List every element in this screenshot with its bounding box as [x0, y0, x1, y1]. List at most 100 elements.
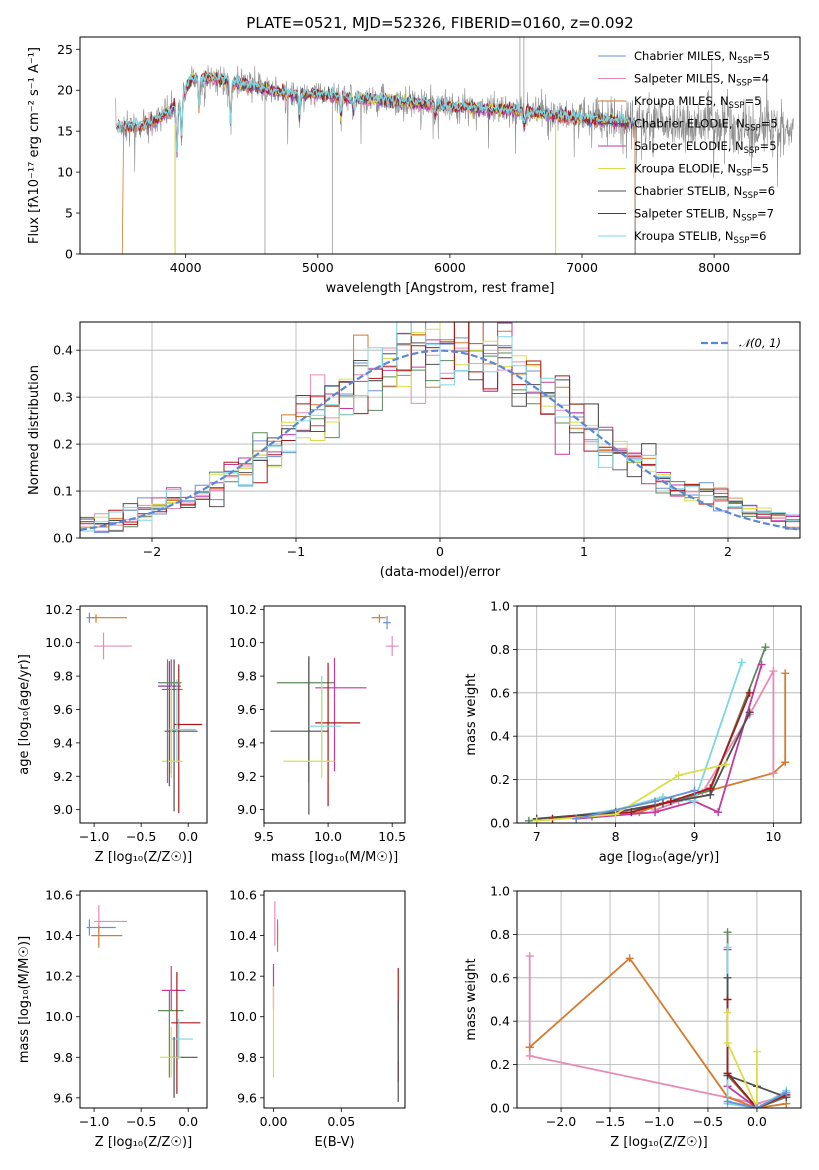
- legend-n: =5: [761, 117, 778, 131]
- series-line: [654, 670, 775, 811]
- series-marker: [651, 808, 660, 817]
- y-axis-label: mass weight: [464, 673, 479, 755]
- x-tick-label: 10.0: [314, 829, 342, 844]
- y-tick-label: 0.4: [53, 343, 73, 358]
- plot-area: [86, 612, 203, 813]
- legend-label: Kroupa STELIB, NSSP=6: [634, 229, 766, 246]
- series-marker: [723, 1038, 732, 1047]
- legend-sub: SSP: [736, 169, 752, 179]
- errorbar-point: [158, 659, 182, 783]
- y-axis-label: mass [log₁₀(M/M☉)]: [17, 936, 32, 1063]
- series-line: [536, 662, 743, 822]
- y-tick-label: 20: [57, 83, 73, 98]
- legend-sub: SSP: [736, 79, 752, 89]
- axes-frame: [516, 890, 802, 1109]
- legend-sub: SSP: [741, 214, 757, 224]
- y-tick-label: 10.2: [229, 969, 257, 984]
- legend-sub: SSP: [744, 146, 760, 156]
- series-salpeter-elodie: [723, 945, 761, 1108]
- panel-age_vs_mass: 9.5 10.0 10.5 9.0 9.2 9.4 9.6 9.8 10.0 10.2 mass […: [229, 602, 406, 865]
- y-tick-label: 9.8: [237, 1050, 257, 1065]
- y-axis-label: mass weight: [464, 958, 479, 1040]
- y-tick-label: 9.6: [237, 1090, 257, 1105]
- legend-n: =6: [749, 229, 766, 243]
- series-marker: [781, 758, 790, 767]
- x-tick-label: −1: [287, 544, 305, 559]
- x-tick-label: 2: [724, 544, 732, 559]
- y-tick-label: 15: [57, 124, 73, 139]
- y-tick-label: 1.0: [490, 599, 510, 614]
- series-marker: [745, 688, 754, 697]
- x-tick-label: 7: [533, 829, 541, 844]
- series-marker: [723, 1008, 732, 1017]
- axes-frame: [79, 890, 208, 1109]
- x-axis-label: mass [log₁₀(M/M☉)]: [271, 850, 398, 865]
- y-tick-label: 9.8: [53, 1050, 73, 1065]
- series-chabrier-miles: [723, 1088, 791, 1108]
- legend-sub: SSP: [737, 56, 753, 66]
- legend-n: =5: [752, 162, 769, 176]
- x-tick-label: 5000: [302, 260, 334, 275]
- errorbar-point: [94, 632, 132, 660]
- series-chabrier-miles: [572, 786, 699, 823]
- errorbar-point: [161, 686, 183, 778]
- series-line: [529, 956, 787, 1108]
- y-tick-label: 0.4: [490, 729, 510, 744]
- series-marker: [666, 797, 675, 806]
- errorbar-point: [315, 662, 361, 807]
- series-marker: [737, 658, 746, 667]
- y-tick-label: 9.6: [53, 1090, 73, 1105]
- x-tick-label: 1: [580, 544, 588, 559]
- series-marker: [611, 810, 620, 819]
- x-tick-label: 0.0: [747, 1114, 767, 1129]
- legend-n: =7: [757, 207, 774, 221]
- y-tick-label: 0.6: [490, 685, 510, 700]
- x-axis-label: E(B-V): [314, 1135, 354, 1150]
- legend-sub: SSP: [745, 124, 761, 134]
- legend-sub: SSP: [729, 101, 745, 111]
- series-marker: [674, 771, 683, 780]
- y-tick-label: 0.1: [53, 484, 73, 499]
- x-tick-label: 8: [612, 829, 620, 844]
- y-tick-label: 10.2: [45, 969, 73, 984]
- errorbar-point: [164, 659, 198, 812]
- y-tick-label: 9.4: [53, 735, 73, 750]
- y-axis-label: Normed distribution: [27, 365, 42, 495]
- series-line: [727, 1092, 787, 1108]
- legend-name: Kroupa STELIB, N: [634, 229, 734, 243]
- legend-name: Chabrier STELIB, N: [634, 184, 742, 198]
- errorbar-point: [171, 1018, 193, 1060]
- errorbar-point: [91, 614, 128, 623]
- errorbar-point: [171, 972, 201, 1094]
- y-tick-label: 9.2: [237, 769, 257, 784]
- errorbar-point: [174, 664, 203, 813]
- errorbar-point: [169, 679, 196, 763]
- y-tick-label: 10.0: [229, 1009, 257, 1024]
- series-salpeter-miles: [651, 667, 778, 814]
- x-tick-label: −2: [143, 544, 161, 559]
- errorbar-point: [91, 925, 123, 948]
- series-marker: [723, 928, 732, 937]
- axes-frame: [79, 605, 208, 824]
- legend-label: Salpeter MILES, NSSP=4: [634, 72, 769, 89]
- y-tick-label: 9.0: [237, 802, 257, 817]
- errorbar-point: [270, 656, 329, 815]
- x-tick-label: −1.0: [79, 829, 109, 844]
- panel-residuals: −2 −1 0 1 2 0.0 0.1 0.2 0.3 0.4 (data-model)/error…: [27, 321, 801, 580]
- x-axis-label: Z [log₁₀(Z/Z☉)]: [95, 850, 192, 865]
- plot-area: [525, 928, 791, 1108]
- y-tick-label: 0.2: [490, 1057, 510, 1072]
- x-tick-label: −0.5: [126, 829, 156, 844]
- series-marker: [769, 667, 778, 676]
- errorbar-point: [276, 657, 335, 783]
- x-tick-label: 10.5: [378, 829, 406, 844]
- axes-frame: [263, 890, 406, 1109]
- legend-n: =5: [744, 94, 761, 108]
- errorbar-point: [371, 614, 386, 623]
- series-marker: [722, 760, 731, 769]
- series-marker: [769, 769, 778, 778]
- y-tick-label: 10.0: [229, 635, 257, 650]
- x-tick-label: −1.0: [644, 1114, 674, 1129]
